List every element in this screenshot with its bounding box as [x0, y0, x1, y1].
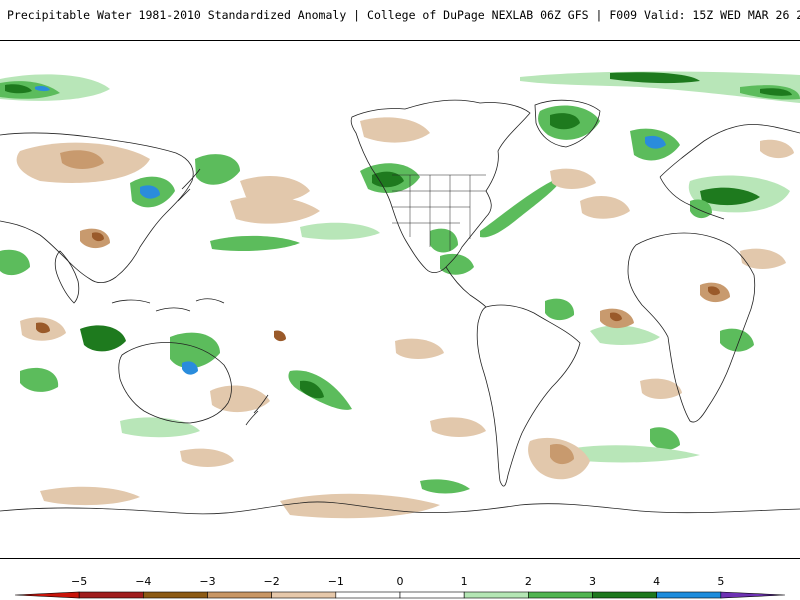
- wet-anomaly-area: [440, 253, 474, 275]
- legend-swatch: [143, 591, 208, 599]
- australia-coast: [118, 342, 232, 424]
- dry-anomaly-area: [40, 486, 140, 506]
- wet-anomaly-area: [590, 325, 660, 345]
- wet-anomaly-area: [140, 185, 160, 199]
- dry-anomaly-area: [760, 139, 794, 159]
- coastlines: [0, 99, 800, 515]
- dry-anomaly-area: [430, 417, 486, 437]
- anomaly-map: [0, 71, 800, 519]
- dry-anomaly-area: [360, 117, 430, 143]
- wet-anomaly-area: [35, 86, 50, 92]
- europe-coast: [659, 124, 800, 220]
- asia-coast: [0, 132, 194, 283]
- wet-anomaly-area: [300, 222, 380, 240]
- dry-anomaly-area: [640, 378, 682, 399]
- dry-anomaly-area: [580, 196, 630, 219]
- legend-swatch: [463, 591, 529, 599]
- legend-tick-label: −4: [135, 575, 151, 588]
- wet-anomaly-area: [170, 332, 220, 369]
- dry-anomaly-area: [550, 168, 596, 189]
- us-state-lines: [392, 174, 486, 251]
- legend-swatch: [528, 591, 593, 599]
- legend-tick-label: 4: [653, 575, 660, 588]
- wet-anomaly-area: [0, 249, 30, 276]
- wet-anomaly-area: [550, 113, 580, 130]
- wet-anomaly-area: [80, 325, 126, 352]
- wet-anomaly-area: [372, 171, 404, 188]
- wet-anomaly-area: [120, 417, 200, 438]
- wet-anomaly-area: [645, 135, 666, 149]
- map-title: Precipitable Water 1981-2010 Standardize…: [7, 8, 800, 22]
- wet-anomaly-area: [300, 380, 324, 399]
- wet-anomaly-area: [210, 235, 300, 251]
- legend-tick-label: −2: [264, 575, 280, 588]
- legend-swatch: [720, 591, 786, 599]
- dry-anomaly-area: [610, 312, 622, 322]
- wet-anomaly-area: [690, 199, 712, 219]
- legend-swatch: [14, 591, 80, 599]
- dry-anomaly-area: [274, 330, 286, 342]
- dry-anomaly-area: [210, 385, 270, 413]
- legend-swatch: [656, 591, 722, 599]
- greenland-coast: [534, 99, 601, 148]
- wet-anomaly-area: [545, 298, 575, 321]
- wet-anomaly-area: [480, 177, 561, 238]
- legend-swatch: [335, 591, 401, 599]
- legend-bar: −5 −4 −3 −2 −1 0 1 2 3 4 5: [14, 575, 786, 599]
- legend-tick-label: 0: [397, 575, 404, 588]
- africa-coast: [627, 232, 756, 423]
- wet-anomaly-area: [420, 479, 470, 494]
- dry-anomaly-area: [550, 443, 574, 465]
- dry-anomaly-area: [180, 448, 234, 467]
- legend-swatch: [78, 591, 144, 599]
- anomaly-shading: [0, 71, 800, 519]
- legend-tick-label: −1: [328, 575, 344, 588]
- legend-swatch: [592, 591, 657, 599]
- new-zealand-coast: [245, 394, 269, 426]
- map-header: Precipitable Water 1981-2010 Standardize…: [0, 0, 800, 30]
- central-america-coast: [445, 266, 487, 308]
- dry-anomaly-area: [60, 150, 104, 169]
- wet-anomaly-area: [430, 228, 458, 253]
- wet-anomaly-area: [650, 427, 680, 450]
- wet-anomaly-area: [560, 445, 700, 463]
- legend-swatch: [207, 591, 272, 599]
- legend-tick-label: 1: [461, 575, 468, 588]
- wet-anomaly-area: [5, 84, 32, 94]
- legend-tick-label: −3: [199, 575, 215, 588]
- south-america-coast: [476, 304, 581, 487]
- dry-anomaly-area: [240, 176, 310, 202]
- wet-anomaly-area: [195, 154, 240, 185]
- wet-anomaly-area: [20, 367, 59, 392]
- dry-anomaly-area: [92, 232, 104, 242]
- wet-anomaly-area: [700, 187, 760, 206]
- color-legend: −5 −4 −3 −2 −1 0 1 2 3 4 5: [0, 568, 800, 600]
- wet-anomaly-area: [520, 71, 800, 103]
- dry-anomaly-area: [395, 338, 444, 359]
- north-america-coast: [350, 99, 531, 273]
- legend-swatch: [271, 591, 337, 599]
- antarctica-coast: [0, 501, 800, 515]
- japan-coast: [177, 168, 201, 202]
- legend-swatch: [399, 591, 465, 599]
- dry-anomaly-area: [230, 196, 320, 224]
- legend-tick-label: 5: [717, 575, 724, 588]
- wet-anomaly-area: [760, 88, 792, 96]
- legend-tick-label: 3: [589, 575, 596, 588]
- wet-anomaly-area: [182, 361, 198, 375]
- india-coast: [54, 250, 80, 304]
- dry-anomaly-area: [36, 322, 50, 334]
- dry-anomaly-area: [740, 248, 786, 269]
- map-frame: [0, 40, 800, 559]
- wet-anomaly-area: [610, 72, 700, 84]
- indonesia-coast: [111, 298, 225, 312]
- legend-tick-label: 2: [525, 575, 532, 588]
- wet-anomaly-area: [720, 328, 754, 352]
- dry-anomaly-area: [708, 286, 720, 296]
- legend-tick-label: −5: [71, 575, 87, 588]
